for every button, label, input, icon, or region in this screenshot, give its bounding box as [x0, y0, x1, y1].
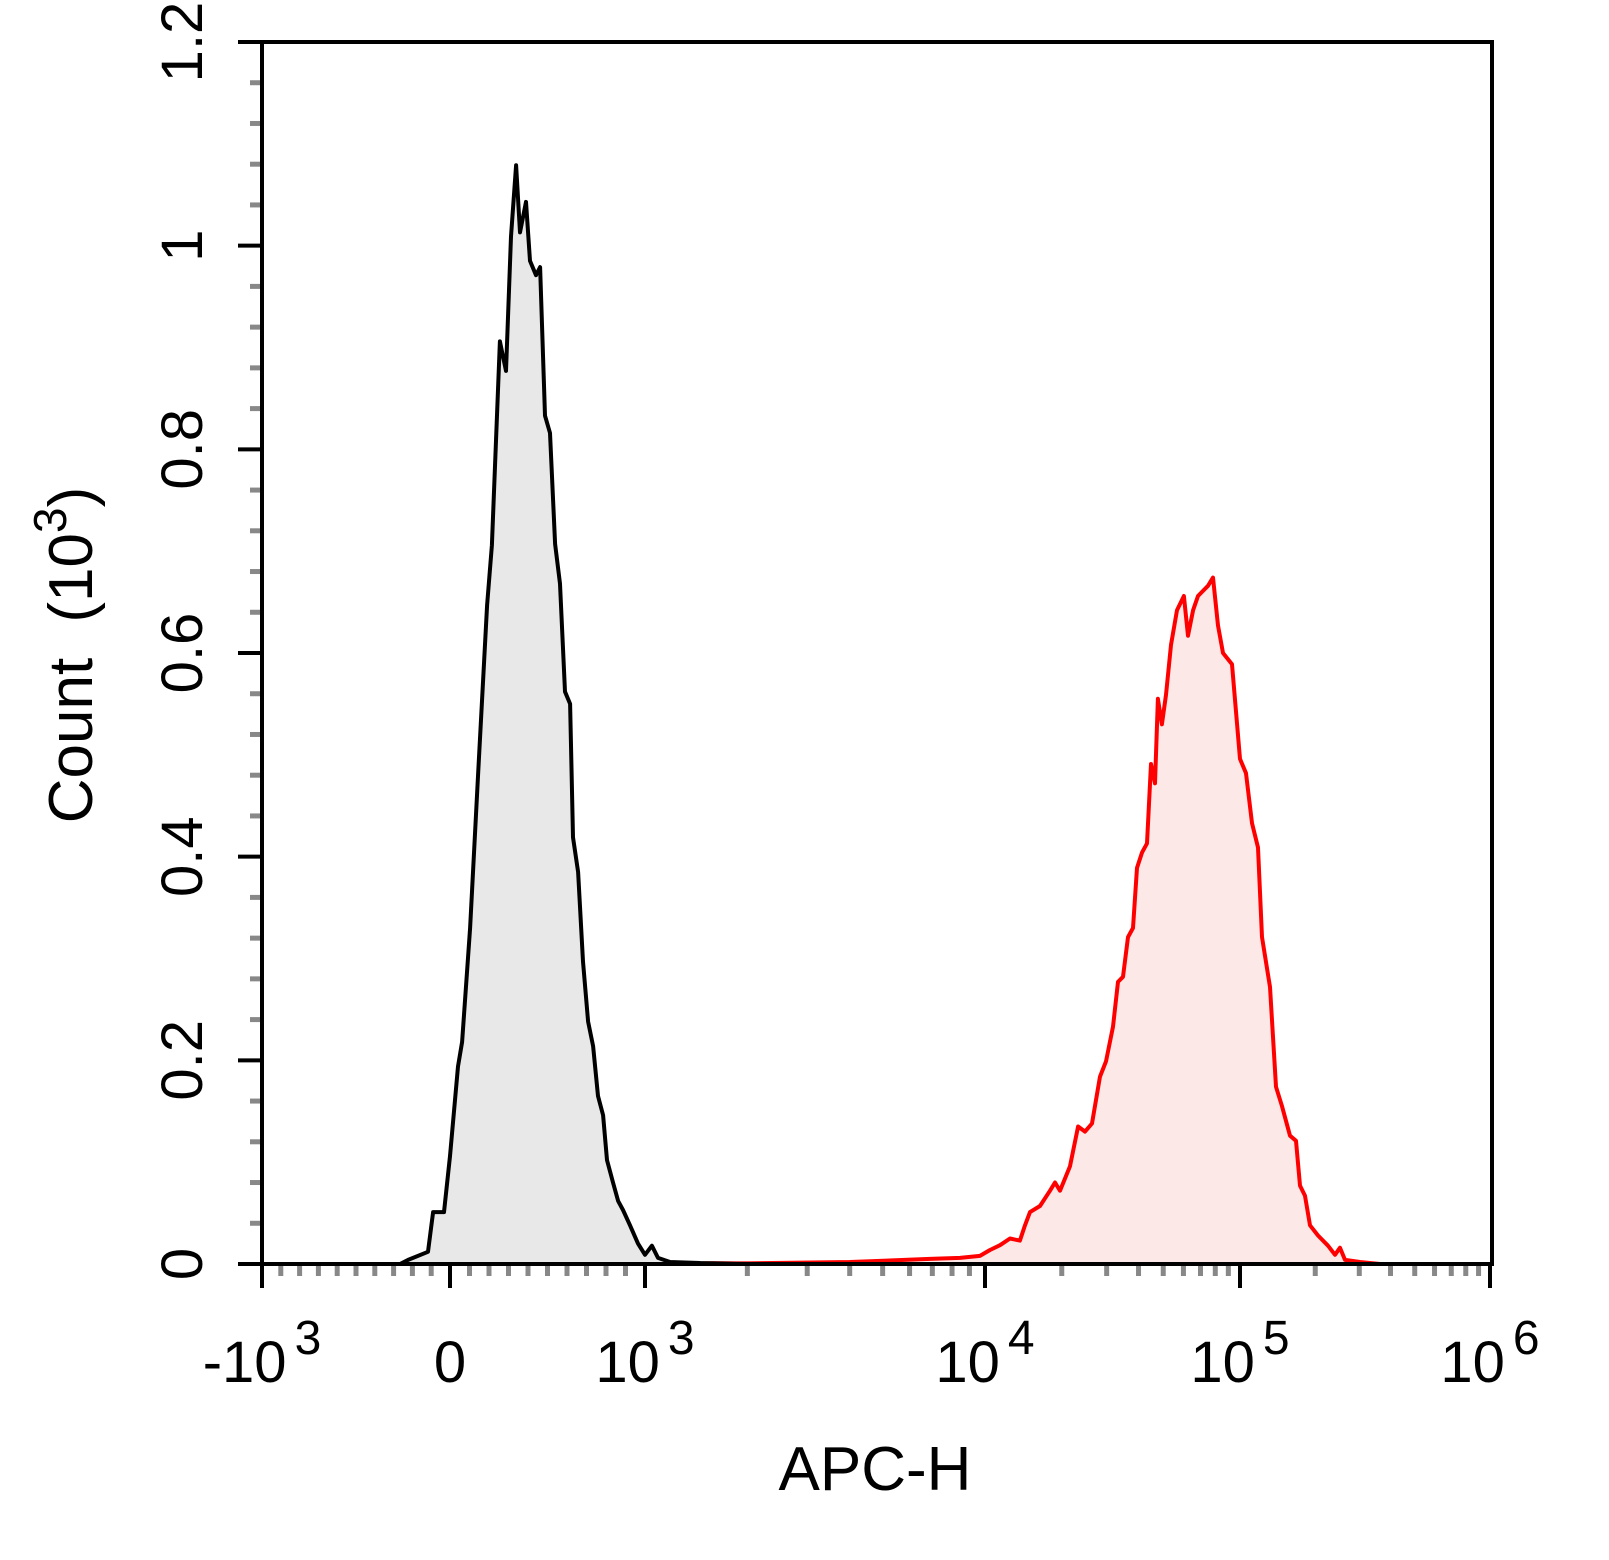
x-tick-label-exp: 4: [1008, 1312, 1035, 1365]
x-tick-label: -10 3: [203, 1312, 322, 1395]
label-layer: -10 3 0 10 3 10 4 10 5 10 600.20.40.60.811.2: [150, 2, 1540, 1395]
y-tick-label: 1: [150, 230, 215, 262]
x-tick-label-exp: 5: [1263, 1312, 1290, 1365]
y-axis-label-main: Count: [37, 658, 106, 823]
series-1-line: [700, 575, 1381, 1266]
x-tick-label: 10 5: [1190, 1312, 1289, 1395]
x-tick-label-exp: 6: [1513, 1312, 1540, 1365]
x-tick-label: 10 6: [1440, 1312, 1539, 1395]
x-tick-label-base: 10: [935, 1330, 1000, 1395]
x-tick-label-exp: 3: [295, 1312, 322, 1365]
plot-frame: [260, 40, 1494, 1266]
series-0-line: [262, 163, 801, 1266]
x-axis-label: APC-H: [779, 1435, 972, 1504]
x-tick-label-base: 0: [434, 1330, 466, 1395]
x-tick-label: 10 3: [595, 1312, 694, 1395]
svg-text:Count (103): Count (103): [24, 487, 106, 824]
y-tick-label: 0.2: [150, 1020, 215, 1101]
y-axis-label-exp: 3: [24, 507, 76, 533]
x-tick-label: 10 4: [935, 1312, 1034, 1395]
x-tick-label-base: 10: [1440, 1330, 1505, 1395]
series-layer: [262, 163, 1381, 1266]
y-axis-label-close: ): [37, 487, 106, 508]
series-1-fill: [700, 577, 1380, 1264]
y-tick-label: 1.2: [150, 2, 215, 83]
x-tick-label-base: 10: [595, 1330, 660, 1395]
y-tick-label: 0.6: [150, 613, 215, 694]
y-tick-label: 0: [150, 1248, 215, 1280]
y-tick-label: 0.4: [150, 816, 215, 897]
x-tick-label-exp: 3: [668, 1312, 695, 1365]
x-tick-label-base: -10: [203, 1330, 287, 1395]
series-0-fill: [262, 165, 801, 1265]
y-axis-label: Count (103): [24, 487, 106, 824]
tick-layer: [238, 40, 1492, 1288]
x-tick-label: 0: [434, 1330, 466, 1395]
y-axis-label-open: (10: [37, 533, 106, 623]
y-tick-label: 0.8: [150, 409, 215, 490]
x-tick-label-base: 10: [1190, 1330, 1255, 1395]
